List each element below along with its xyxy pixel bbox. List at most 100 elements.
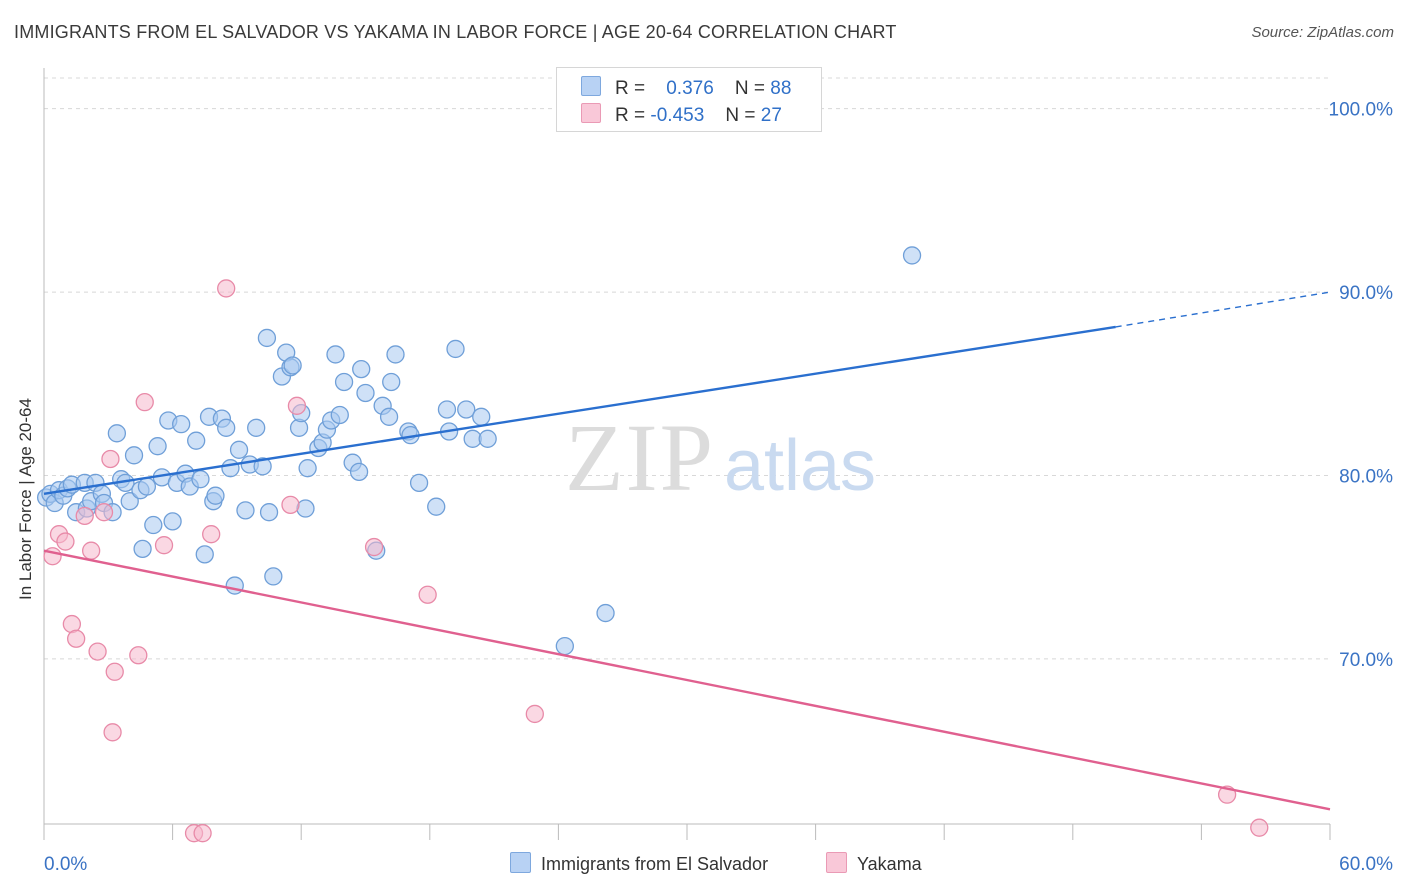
el-salvador-point [191,470,210,489]
yakama-point [82,541,101,560]
yakama-point [75,506,94,526]
el-salvador-point [133,539,152,559]
correlation-legend: R = 0.376 N = 88 R = -0.453 N = 27 [556,67,822,132]
el-salvador-point [386,345,405,364]
el-salvador-point [257,328,277,348]
x-tick-label: 0.0% [44,854,87,875]
el-salvador-point [259,503,279,522]
el-salvador-point [555,636,574,656]
blue-swatch [581,76,601,96]
el-salvador-point [596,603,615,623]
el-salvador-point [236,501,255,520]
r-value: 0.376 [666,78,714,99]
grid-layer [44,77,1330,660]
chart-title: IMMIGRANTS FROM EL SALVADOR VS YAKAMA IN… [14,22,897,42]
legend-item-yakama: Yakama [826,852,922,875]
yakama-point [101,449,120,469]
blue-swatch [510,852,531,873]
pink-swatch [826,852,847,873]
yakama-point [154,536,174,555]
el-salvador-point [206,486,225,505]
el-salvador-point [148,437,167,456]
y-tick-label: 90.0% [1339,283,1393,304]
el-salvador-point [283,356,302,375]
el-salvador-point [472,407,491,426]
el-salvador-point [437,400,457,419]
el-salvador-point [253,457,272,476]
y-tick-label: 100.0% [1329,100,1394,121]
el-salvador-point [229,440,249,459]
n-value: 88 [770,78,792,99]
el-salvador-point [172,415,191,434]
r-value: -0.453 [650,105,705,126]
el-salvador-point [379,407,399,426]
el-salvador-point [298,459,317,478]
y-tick-label: 70.0% [1339,650,1393,671]
el-salvador-point [144,515,163,535]
r-label: R = [615,105,646,126]
yakama-point [1250,818,1269,837]
legend-row-pink: R = -0.453 N = 27 [581,103,782,127]
yakama-point [103,723,122,742]
yakama-trend-line [43,549,1331,811]
yakama-point [525,704,544,724]
legend-row-blue: R = 0.376 N = 88 [581,76,791,100]
yakama-point [105,662,124,681]
axis-layer: 70.0% 80.0% 90.0% 100.0% 0.0% 60.0% [43,68,1394,875]
el-salvador-point [427,497,446,516]
el-salvador-point [137,477,157,496]
el-salvador-trend-extension [1115,291,1331,328]
yakama-point [129,646,148,665]
el-salvador-point [382,372,401,392]
el-salvador-point [264,567,283,586]
el-salvador-trend-line [43,325,1116,496]
el-salvador-point [334,372,354,392]
yakama-point [135,392,154,412]
el-salvador-point [225,576,244,595]
yakama-point [88,642,107,661]
el-salvador-point [195,545,214,564]
watermark-zip: ZIP [565,404,715,511]
source-label: Source: ZipAtlas.com [1251,24,1394,41]
watermark: ZIP atlas [565,404,876,511]
yakama-point [287,396,307,415]
n-value: 27 [760,105,782,126]
y-tick-label: 80.0% [1339,467,1393,488]
n-label: N = [734,78,766,99]
n-label: N = [725,105,756,126]
trend-lines-layer [43,291,1331,811]
yakama-point [364,537,384,557]
yakama-point [217,279,236,298]
el-salvador-point [356,383,375,403]
el-salvador-point [330,405,349,425]
el-salvador-point [120,492,139,511]
x-tick-label: 60.0% [1339,854,1393,875]
el-salvador-point [457,400,476,419]
pink-swatch [581,103,601,123]
yakama-point [281,495,300,515]
el-salvador-point [247,418,266,437]
el-salvador-point [163,512,182,531]
yakama-point [67,629,86,648]
yakama-point [56,532,75,551]
el-salvador-point [478,429,497,448]
el-salvador-point [326,345,345,364]
points-layer [36,246,1269,843]
el-salvador-point [187,431,206,450]
legend-label: Immigrants from El Salvador [541,854,769,874]
r-label: R = [615,78,646,99]
el-salvador-point [107,424,127,443]
el-salvador-point [349,462,369,481]
el-salvador-point [217,418,236,437]
watermark-atlas: atlas [724,426,876,506]
el-salvador-point [902,246,922,265]
el-salvador-point [446,339,465,359]
yakama-point [193,824,212,843]
yakama-point [418,585,437,604]
legend-item-el-salvador: Immigrants from El Salvador [510,852,768,875]
el-salvador-point [296,499,315,518]
el-salvador-point [221,459,240,478]
el-salvador-point [409,473,429,492]
el-salvador-point [124,446,144,465]
